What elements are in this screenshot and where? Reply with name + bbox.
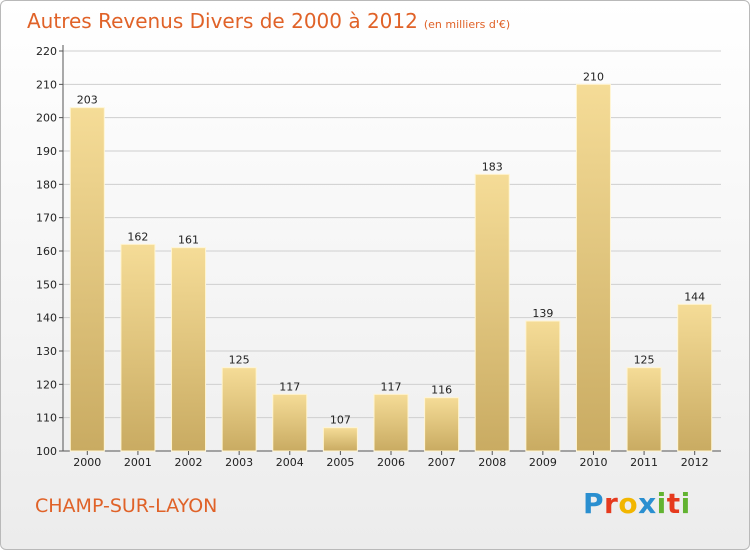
bar-value-label: 144 xyxy=(684,290,705,303)
bar-value-label: 116 xyxy=(431,384,452,397)
y-tick-label: 170 xyxy=(36,212,57,225)
bar-2012 xyxy=(677,303,713,452)
bar-2008 xyxy=(474,173,510,452)
brand-logo: Proxiti xyxy=(583,487,691,520)
bar-value-label: 139 xyxy=(532,307,553,320)
bar-value-label: 125 xyxy=(229,354,250,367)
x-tick-label: 2005 xyxy=(326,456,354,469)
y-tick-label: 180 xyxy=(36,178,57,191)
x-tick-label: 2004 xyxy=(276,456,304,469)
chart-title: Autres Revenus Divers de 2000 à 2012 (en … xyxy=(27,9,510,33)
bar-2007 xyxy=(424,397,460,452)
y-tick-label: 120 xyxy=(36,378,57,391)
x-tick-label: 2011 xyxy=(630,456,658,469)
bar-2010 xyxy=(575,83,611,452)
x-tick-label: 2006 xyxy=(377,456,405,469)
bar-value-label: 117 xyxy=(279,380,300,393)
logo-letter: i xyxy=(656,487,667,520)
x-tick-label: 2001 xyxy=(124,456,152,469)
x-tick-label: 2002 xyxy=(175,456,203,469)
logo-letter: o xyxy=(618,487,639,520)
x-tick-label: 2007 xyxy=(428,456,456,469)
bar-2001 xyxy=(120,243,156,452)
bar-2004 xyxy=(272,393,308,452)
logo-letter: i xyxy=(680,487,691,520)
bar-value-label: 107 xyxy=(330,414,351,427)
bar-value-label: 117 xyxy=(381,380,402,393)
x-tick-label: 2000 xyxy=(73,456,101,469)
bar-2005 xyxy=(322,427,358,452)
y-tick-label: 210 xyxy=(36,78,57,91)
logo-letter: x xyxy=(638,487,657,520)
bar-value-label: 125 xyxy=(634,354,655,367)
bar-value-label: 183 xyxy=(482,160,503,173)
bar-value-label: 161 xyxy=(178,234,199,247)
y-tick-label: 200 xyxy=(36,112,57,125)
x-tick-label: 2008 xyxy=(478,456,506,469)
logo-letter: P xyxy=(583,487,605,520)
y-tick-label: 130 xyxy=(36,345,57,358)
logo-letter: r xyxy=(604,487,619,520)
bar-value-label: 210 xyxy=(583,70,604,83)
y-tick-label: 110 xyxy=(36,412,57,425)
bar-value-label: 162 xyxy=(127,230,148,243)
y-tick-label: 140 xyxy=(36,312,57,325)
y-tick-label: 190 xyxy=(36,145,57,158)
title-text: Autres Revenus Divers de 2000 à 2012 xyxy=(27,9,418,33)
x-tick-label: 2012 xyxy=(681,456,709,469)
x-tick-label: 2010 xyxy=(579,456,607,469)
y-tick-label: 150 xyxy=(36,278,57,291)
bar-2009 xyxy=(525,320,561,452)
location-name: CHAMP-SUR-LAYON xyxy=(35,495,218,517)
logo-letter: t xyxy=(666,487,681,520)
title-unit: (en milliers d'€) xyxy=(423,18,511,31)
x-tick-label: 2003 xyxy=(225,456,253,469)
x-tick-label: 2009 xyxy=(529,456,557,469)
y-tick-label: 220 xyxy=(36,45,57,58)
bar-2011 xyxy=(626,367,662,452)
y-tick-label: 160 xyxy=(36,245,57,258)
bar-2003 xyxy=(221,367,257,452)
y-tick-label: 100 xyxy=(36,445,57,458)
bar-value-label: 203 xyxy=(77,94,98,107)
bar-2002 xyxy=(171,247,207,452)
bar-2006 xyxy=(373,393,409,452)
bar-2000 xyxy=(69,107,105,452)
